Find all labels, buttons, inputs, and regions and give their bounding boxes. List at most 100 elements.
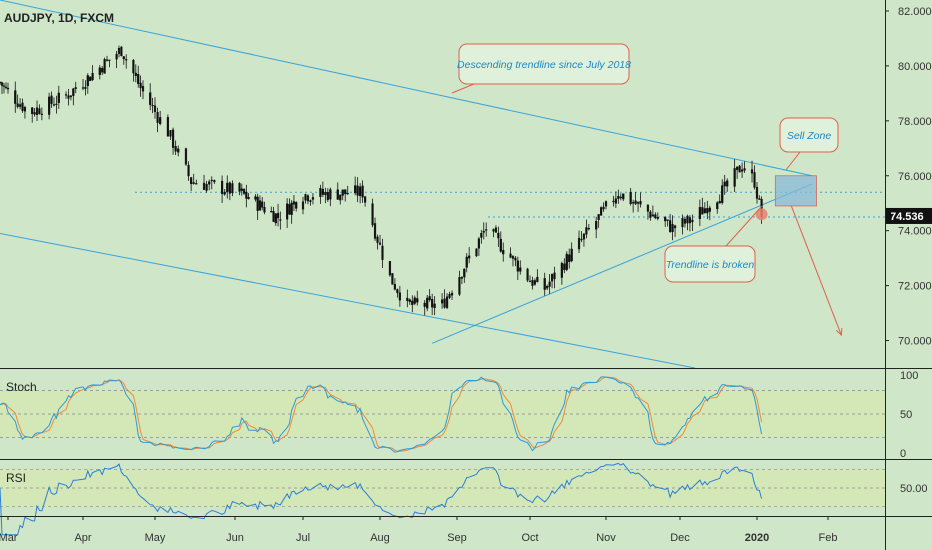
candle-body [55, 103, 58, 105]
candle-body [228, 182, 231, 194]
candle [622, 193, 625, 202]
candle-body [184, 148, 188, 165]
stoch-pane: Stoch [0, 376, 885, 453]
candle [38, 104, 41, 115]
candle [477, 236, 480, 256]
candle [177, 145, 180, 157]
candle [254, 194, 257, 202]
candle [72, 87, 75, 106]
time-tick-label: Jun [226, 532, 244, 544]
candle-body [639, 201, 642, 205]
candle-body [721, 185, 724, 203]
candle-body [91, 73, 94, 80]
candle-body [276, 212, 280, 219]
candle-body [599, 207, 603, 216]
candle [565, 251, 568, 272]
candle-body [468, 255, 471, 259]
candle [546, 284, 549, 290]
candle [23, 105, 27, 119]
candle [568, 248, 571, 269]
candle-body [306, 195, 310, 202]
candle [344, 189, 347, 202]
candle-body [223, 191, 226, 195]
price-tick-label: 74.000 [898, 226, 932, 238]
candle-body [622, 193, 625, 200]
candle [108, 59, 111, 68]
candle [614, 191, 617, 209]
candle [463, 268, 466, 283]
stoch-label: Stoch [6, 380, 37, 394]
candle [329, 187, 332, 207]
candle [105, 55, 109, 62]
candle-body [614, 198, 617, 204]
time-tick-label: Mar [0, 532, 18, 544]
candle [103, 57, 106, 74]
candle [226, 175, 229, 199]
candle-body [475, 248, 478, 257]
candle-body [295, 202, 298, 209]
candle-body [202, 182, 206, 190]
candle-body [98, 67, 101, 75]
candle [261, 197, 264, 211]
candle-body [398, 292, 401, 301]
candle [553, 266, 556, 289]
candle [117, 45, 121, 58]
candle-body [272, 211, 275, 222]
candle-body [570, 248, 573, 262]
candle [393, 278, 397, 291]
time-tick-label: Jul [296, 532, 310, 544]
candle-body [604, 201, 608, 207]
candle [673, 224, 677, 237]
candle-body [279, 219, 282, 221]
candle-body [190, 177, 193, 185]
candle [220, 175, 224, 203]
candle [492, 228, 495, 238]
candle [468, 247, 471, 264]
candle-body [213, 180, 216, 183]
candle-body [416, 298, 419, 303]
candle [580, 231, 583, 243]
candle [536, 269, 539, 283]
candle [91, 65, 94, 82]
candle [336, 182, 339, 201]
candle [475, 248, 478, 258]
candle [428, 289, 431, 302]
candle [514, 255, 517, 267]
candle [686, 214, 689, 231]
candle [388, 261, 392, 277]
candle [213, 179, 216, 184]
candle [156, 107, 159, 133]
time-tick-label: 2020 [745, 532, 769, 544]
price-tick-label: 70.000 [898, 336, 932, 348]
candle-body [324, 192, 327, 196]
candle [632, 199, 635, 213]
candle-body [151, 104, 154, 107]
candle [361, 180, 364, 203]
candle [411, 295, 414, 313]
candle-body [38, 108, 41, 114]
candle [485, 222, 488, 237]
candle-body [89, 76, 92, 82]
candle [324, 187, 327, 204]
candle [242, 188, 246, 195]
candle [726, 178, 729, 192]
candle-body [550, 274, 554, 282]
candle [548, 274, 551, 294]
candle-body [31, 107, 34, 114]
candle-body [50, 95, 53, 104]
candle-body [708, 207, 711, 212]
candle [321, 181, 324, 198]
candle [706, 200, 709, 220]
candle [132, 59, 135, 82]
candle-body [132, 60, 135, 74]
candle [151, 97, 154, 114]
candle [309, 199, 312, 206]
candle [671, 215, 674, 241]
candle [286, 198, 289, 228]
candle-body [309, 200, 312, 202]
candle-body [548, 281, 551, 287]
candle [84, 80, 87, 96]
candle-body [270, 211, 273, 213]
candle [295, 201, 298, 212]
